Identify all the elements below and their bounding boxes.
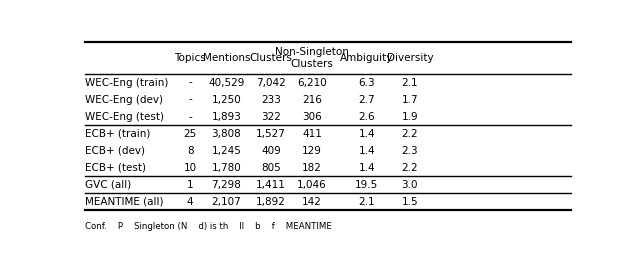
Text: 7,042: 7,042 (256, 77, 286, 87)
Text: 8: 8 (187, 146, 193, 156)
Text: 1,250: 1,250 (211, 94, 241, 104)
Text: 1.9: 1.9 (401, 112, 418, 122)
Text: Mentions: Mentions (203, 53, 250, 63)
Text: Non-Singleton
Clusters: Non-Singleton Clusters (275, 47, 349, 69)
Text: 19.5: 19.5 (355, 180, 378, 190)
Text: 233: 233 (261, 94, 281, 104)
Text: 129: 129 (302, 146, 322, 156)
Text: GVC (all): GVC (all) (85, 180, 131, 190)
Text: MEANTIME (all): MEANTIME (all) (85, 197, 163, 207)
Text: 2.7: 2.7 (358, 94, 375, 104)
Text: 3,808: 3,808 (211, 129, 241, 139)
Text: 216: 216 (302, 94, 322, 104)
Text: -: - (188, 112, 192, 122)
Text: WEC-Eng (test): WEC-Eng (test) (85, 112, 164, 122)
Text: 1,245: 1,245 (211, 146, 241, 156)
Text: 1,892: 1,892 (256, 197, 286, 207)
Text: 2.6: 2.6 (358, 112, 375, 122)
Text: Clusters: Clusters (250, 53, 292, 63)
Text: WEC-Eng (dev): WEC-Eng (dev) (85, 94, 163, 104)
Text: 1: 1 (187, 180, 193, 190)
Text: 1.5: 1.5 (401, 197, 418, 207)
Text: Topics: Topics (174, 53, 206, 63)
Text: 1,527: 1,527 (256, 129, 286, 139)
Text: 1.4: 1.4 (358, 163, 375, 173)
Text: 4: 4 (187, 197, 193, 207)
Text: 1,780: 1,780 (211, 163, 241, 173)
Text: 2.2: 2.2 (401, 163, 418, 173)
Text: ECB+ (dev): ECB+ (dev) (85, 146, 145, 156)
Text: ECB+ (test): ECB+ (test) (85, 163, 146, 173)
Text: 1.7: 1.7 (401, 94, 418, 104)
Text: 2.1: 2.1 (358, 197, 375, 207)
Text: 306: 306 (302, 112, 322, 122)
Text: 409: 409 (261, 146, 281, 156)
Text: 1,411: 1,411 (256, 180, 286, 190)
Text: 6.3: 6.3 (358, 77, 375, 87)
Text: 142: 142 (302, 197, 322, 207)
Text: 10: 10 (184, 163, 196, 173)
Text: 40,529: 40,529 (208, 77, 244, 87)
Text: 1.4: 1.4 (358, 146, 375, 156)
Text: Ambiguity: Ambiguity (340, 53, 394, 63)
Text: -: - (188, 77, 192, 87)
Text: 7,298: 7,298 (211, 180, 241, 190)
Text: ECB+ (train): ECB+ (train) (85, 129, 150, 139)
Text: 182: 182 (302, 163, 322, 173)
Text: 322: 322 (261, 112, 281, 122)
Text: 805: 805 (261, 163, 281, 173)
Text: 3.0: 3.0 (401, 180, 418, 190)
Text: Conf.    P    Singleton (N    d) is th    ll    b    f    MEANTIME: Conf. P Singleton (N d) is th ll b f MEA… (85, 222, 332, 231)
Text: 25: 25 (184, 129, 196, 139)
Text: 1,046: 1,046 (297, 180, 327, 190)
Text: 1.4: 1.4 (358, 129, 375, 139)
Text: 2,107: 2,107 (211, 197, 241, 207)
Text: 1,893: 1,893 (211, 112, 241, 122)
Text: -: - (188, 94, 192, 104)
Text: 2.3: 2.3 (401, 146, 418, 156)
Text: WEC-Eng (train): WEC-Eng (train) (85, 77, 168, 87)
Text: 411: 411 (302, 129, 322, 139)
Text: 2.1: 2.1 (401, 77, 418, 87)
Text: 2.2: 2.2 (401, 129, 418, 139)
Text: 6,210: 6,210 (297, 77, 327, 87)
Text: Diversity: Diversity (387, 53, 433, 63)
